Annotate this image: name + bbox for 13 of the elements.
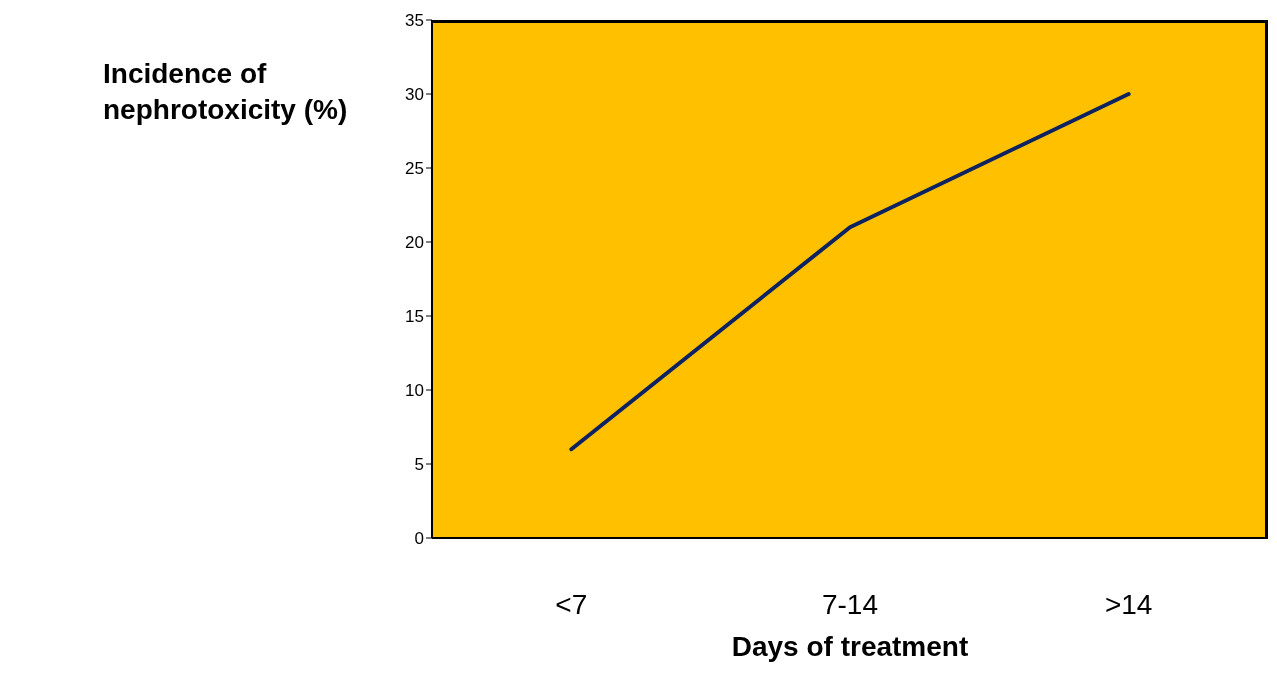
- y-tick-label: 20: [405, 233, 424, 253]
- y-tick-label: 15: [405, 307, 424, 327]
- y-tick-label: 25: [405, 159, 424, 179]
- x-tick-label: <7: [555, 588, 588, 620]
- y-tick-label: 10: [405, 381, 424, 401]
- y-tick-label: 5: [414, 455, 424, 475]
- y-tick-label: 35: [405, 11, 424, 31]
- x-axis-title: Days of treatment: [731, 631, 969, 662]
- x-tick-label: >14: [1104, 588, 1153, 620]
- x-tick-label: 7-14: [821, 588, 879, 620]
- y-tick-label: 30: [405, 85, 424, 105]
- y-axis-title: Incidence of nephrotoxicity (%): [103, 57, 349, 127]
- y-tick-label: 0: [414, 529, 424, 549]
